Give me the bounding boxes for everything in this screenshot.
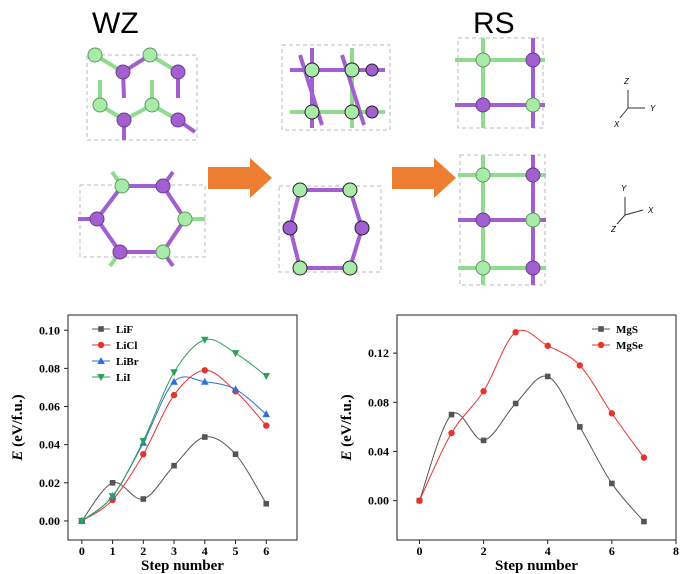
axis-icon [617,90,645,224]
marker [448,430,454,436]
mid-top [290,48,385,128]
cell [458,38,543,128]
marker [609,481,615,487]
marker [641,454,647,460]
axis-z: Z [610,225,617,234]
x-tick-label: 2 [140,544,146,558]
marker [141,496,147,502]
marker [481,438,487,444]
x-tick-label: 5 [233,544,239,558]
y-axis-label: E (eV/f.u.) [10,394,26,461]
marker [416,497,422,503]
marker [577,362,583,368]
x-tick-label: 6 [263,544,269,558]
wz-top [88,48,195,140]
rs-top [455,38,545,128]
wz-label: WZ [92,7,139,40]
legend-label: MgSe [616,340,643,352]
axis-y: Y [621,184,627,193]
series-line [419,376,643,522]
legend-label: LiCl [116,340,137,352]
marker [609,410,615,416]
arrow [392,158,456,198]
marker [202,367,208,373]
marker [202,434,208,440]
x-tick-label: 3 [171,544,177,558]
y-tick-label: 0.04 [39,438,60,452]
x-tick-label: 4 [545,544,551,558]
rs-bottom [458,155,546,285]
marker [170,369,178,376]
marker [449,412,455,418]
y-tick-label: 0.08 [368,395,389,409]
legend-label: LiF [116,324,133,336]
legend-marker [98,326,104,332]
x-axis-label: Step number [141,558,224,574]
x-tick-label: 4 [202,544,208,558]
x-tick-label: 0 [416,544,422,558]
marker [140,451,146,457]
y-tick-label: 0.06 [39,400,60,414]
legend-label: LiBr [116,356,139,368]
axis-x: X [613,120,620,129]
marker [110,480,116,486]
x-axis-label: Step number [495,558,578,574]
y-axis-symbol: E [339,451,355,462]
y-tick-label: 0.02 [39,476,60,490]
legend-marker [598,342,604,348]
series-line [82,437,266,521]
marker [170,378,178,385]
y-tick-label: 0.12 [368,346,389,360]
y-axis-unit: (eV/f.u.) [339,394,355,447]
y-axis-symbol: E [10,451,26,462]
marker [262,373,270,380]
legend-label: MgS [616,324,638,336]
y-axis-label: E (eV/f.u.) [339,394,355,461]
wz-bottom [78,172,205,266]
marker [171,392,177,398]
y-tick-label: 0.10 [39,323,60,337]
figure: WZ RS [0,0,686,574]
axis-z: Z [623,77,630,86]
marker [232,350,240,357]
y-tick-label: 0.04 [368,444,389,458]
x-tick-label: 8 [673,544,679,558]
marker [263,422,269,428]
marker [577,424,583,430]
x-tick-label: 0 [79,544,85,558]
axis-x: X [647,206,654,215]
y-tick-label: 0.00 [368,494,389,508]
legend-marker [598,326,604,332]
x-tick-label: 6 [609,544,615,558]
marker [171,463,177,469]
x-tick-label: 2 [481,544,487,558]
mid-bottom [283,183,369,275]
marker [545,343,551,349]
rs-label: RS [473,7,515,40]
marker [641,519,647,525]
axis-y: Y [650,104,656,113]
y-tick-label: 0.08 [39,361,60,375]
y-axis-unit: (eV/f.u.) [10,394,26,447]
x-tick-label: 1 [110,544,116,558]
structures: WZ RS [78,7,656,285]
arrow [208,158,272,198]
y-tick-label: 0.00 [39,514,60,528]
legend-marker [98,342,104,348]
marker [512,329,518,335]
legend-label: LiI [116,372,131,384]
marker [513,401,519,407]
marker [233,451,239,457]
marker [480,388,486,394]
marker [545,374,551,380]
marker [263,501,269,507]
